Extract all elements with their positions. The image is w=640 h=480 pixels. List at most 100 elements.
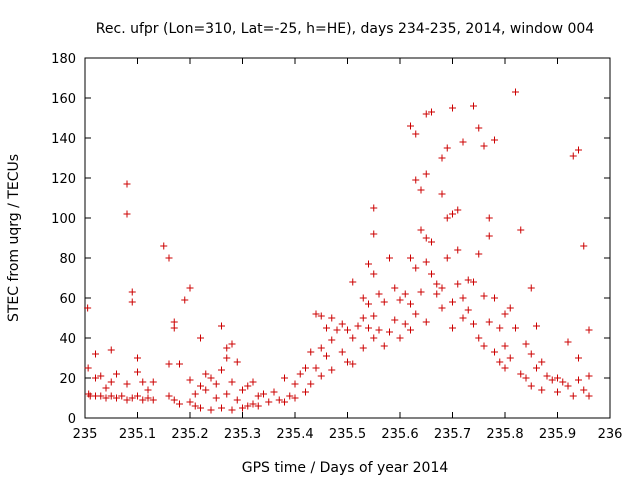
data-point-marker — [386, 328, 393, 336]
data-point-marker — [302, 388, 309, 396]
data-point-marker — [281, 398, 288, 406]
data-point-marker — [575, 376, 582, 384]
y-tick-label: 100 — [51, 212, 76, 227]
data-point-marker — [470, 102, 477, 110]
data-point-marker — [370, 270, 378, 278]
data-point-marker — [506, 354, 514, 362]
data-point-marker — [501, 342, 509, 350]
data-point-marker — [317, 344, 325, 352]
data-point-marker — [323, 352, 330, 360]
data-point-marker — [323, 324, 330, 332]
data-point-marker — [328, 336, 336, 344]
data-point-marker — [102, 384, 110, 392]
data-point-marker — [412, 176, 420, 184]
data-point-marker — [422, 110, 430, 118]
data-point-marker — [365, 260, 372, 268]
data-point-marker — [228, 340, 236, 348]
data-point-marker — [527, 284, 535, 292]
data-point-marker — [186, 284, 194, 292]
data-point-marker — [139, 378, 147, 386]
data-point-marker — [239, 386, 246, 394]
data-point-marker — [407, 326, 414, 334]
data-point-marker — [128, 394, 136, 402]
data-point-marker — [569, 152, 577, 160]
y-tick-label: 0 — [68, 412, 76, 427]
data-point-marker — [485, 232, 493, 240]
data-point-marker — [407, 300, 414, 308]
data-point-marker — [139, 396, 147, 404]
data-point-marker — [186, 398, 194, 406]
data-point-marker — [134, 368, 141, 376]
data-point-marker — [170, 396, 178, 404]
x-tick-label: 236 — [598, 427, 623, 442]
data-point-marker — [97, 392, 105, 400]
data-point-marker — [165, 392, 173, 400]
data-point-marker — [433, 280, 441, 288]
data-point-marker — [365, 324, 372, 332]
y-tick-label: 140 — [51, 132, 76, 147]
data-point-marker — [249, 378, 257, 386]
data-point-marker — [527, 382, 535, 390]
data-point-marker — [475, 124, 483, 132]
data-point-marker — [107, 378, 115, 386]
data-point-marker — [107, 346, 115, 354]
x-tick-label: 235.7 — [434, 427, 471, 442]
data-point-marker — [443, 144, 451, 152]
data-point-marker — [349, 334, 357, 342]
data-point-marker — [428, 270, 435, 278]
y-axis-label: STEC from uqrg / TECUs — [6, 154, 22, 322]
data-point-marker — [438, 154, 446, 162]
data-point-marker — [191, 390, 199, 398]
data-point-marker — [186, 376, 194, 384]
data-point-marker — [344, 326, 351, 334]
data-point-marker — [585, 326, 593, 334]
data-point-marker — [270, 388, 278, 396]
data-point-marker — [396, 296, 404, 304]
data-point-marker — [428, 108, 435, 116]
data-point-marker — [480, 342, 488, 350]
data-point-marker — [218, 366, 225, 374]
data-point-marker — [218, 322, 225, 330]
data-point-marker — [464, 306, 472, 314]
data-point-marker — [144, 386, 152, 394]
data-point-marker — [181, 296, 189, 304]
data-point-marker — [585, 372, 593, 380]
data-point-marker — [554, 388, 561, 396]
data-point-marker — [496, 358, 504, 366]
x-tick-label: 235.5 — [329, 427, 366, 442]
data-point-marker — [396, 334, 404, 342]
data-point-marker — [512, 88, 519, 96]
data-point-marker — [275, 396, 283, 404]
data-point-marker — [533, 322, 540, 330]
data-point-marker — [244, 402, 252, 410]
data-point-marker — [380, 342, 388, 350]
data-point-marker — [317, 312, 325, 320]
y-tick-label: 160 — [51, 92, 76, 107]
data-point-marker — [228, 406, 236, 414]
data-point-marker — [118, 392, 126, 400]
data-point-marker — [459, 138, 467, 146]
data-point-marker — [281, 374, 288, 382]
data-point-marker — [527, 350, 535, 358]
data-point-marker — [559, 378, 567, 386]
x-tick-label: 235.1 — [119, 427, 156, 442]
data-point-marker — [438, 284, 446, 292]
data-point-marker — [302, 364, 309, 372]
data-point-marker — [422, 170, 430, 178]
data-point-marker — [449, 324, 456, 332]
data-point-marker — [254, 402, 262, 410]
data-point-marker — [428, 238, 435, 246]
data-point-marker — [365, 300, 372, 308]
data-point-marker — [412, 264, 420, 272]
data-point-marker — [223, 354, 231, 362]
data-point-marker — [123, 180, 131, 188]
data-point-marker — [522, 374, 530, 382]
data-point-marker — [344, 358, 351, 366]
data-point-marker — [202, 370, 210, 378]
data-point-marker — [485, 214, 493, 222]
data-point-marker — [438, 190, 446, 198]
data-point-marker — [165, 360, 173, 368]
data-point-marker — [459, 294, 467, 302]
data-point-marker — [123, 396, 131, 404]
